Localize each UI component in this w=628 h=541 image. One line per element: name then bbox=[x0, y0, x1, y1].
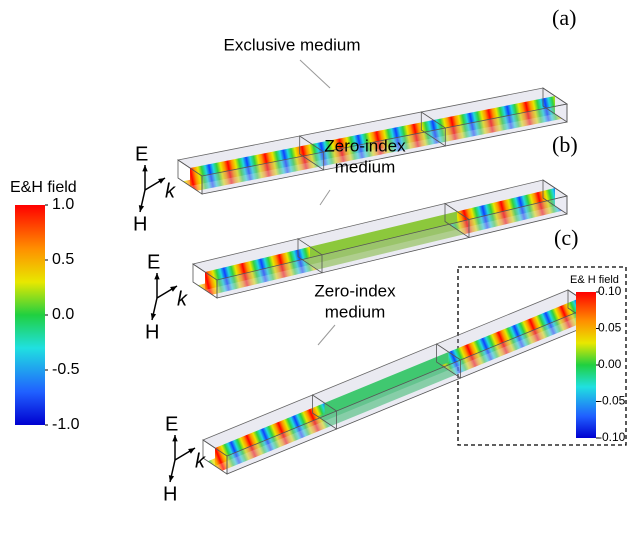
colorbar bbox=[576, 292, 596, 438]
arrow-head bbox=[142, 165, 147, 171]
leader-line bbox=[318, 325, 335, 345]
annotation: Zero-index bbox=[314, 281, 396, 300]
colorbar-tick-label: -0.10 bbox=[598, 430, 626, 444]
colorbar-tick-label: 0.0 bbox=[52, 306, 74, 323]
panel-label: (c) bbox=[554, 225, 578, 250]
annotation: Exclusive medium bbox=[224, 35, 361, 54]
colorbar-tick-label: -0.05 bbox=[598, 394, 626, 408]
annotation: medium bbox=[335, 157, 395, 176]
axis-h: H bbox=[163, 483, 177, 505]
colorbar-tick-label: 0.00 bbox=[598, 357, 622, 371]
colorbar-tick-label: -1.0 bbox=[52, 416, 80, 433]
panel-label: (a) bbox=[552, 5, 576, 30]
axis-e: E bbox=[147, 251, 160, 273]
colorbar-tick-label: 0.05 bbox=[598, 321, 622, 335]
colorbar-title: E&H field bbox=[10, 179, 77, 196]
colorbar-tick-label: 1.0 bbox=[52, 196, 74, 213]
axis-k: k bbox=[177, 288, 188, 310]
axis-e: E bbox=[165, 413, 178, 435]
colorbar-tick-label: -0.5 bbox=[52, 361, 80, 378]
leader-line bbox=[320, 190, 330, 205]
axis-k: k bbox=[165, 180, 176, 202]
arrow-head bbox=[172, 435, 177, 441]
leader-line bbox=[300, 60, 330, 88]
guide-front bbox=[227, 306, 592, 474]
colorbar-tick-label: 0.5 bbox=[52, 251, 74, 268]
colorbar-tick-label: 0.10 bbox=[598, 284, 622, 298]
panel-label: (b) bbox=[552, 132, 578, 157]
annotation: medium bbox=[325, 302, 385, 321]
axis-h: H bbox=[133, 213, 147, 235]
axis-h: H bbox=[145, 321, 159, 343]
annotation: Zero-index bbox=[324, 136, 406, 155]
arrow-head bbox=[154, 273, 159, 279]
axis-k: k bbox=[195, 450, 206, 472]
axis-e: E bbox=[135, 143, 148, 165]
figure: (a)Exclusive mediumEkH(b)Zero-indexmediu… bbox=[0, 0, 628, 541]
colorbar bbox=[15, 205, 45, 425]
